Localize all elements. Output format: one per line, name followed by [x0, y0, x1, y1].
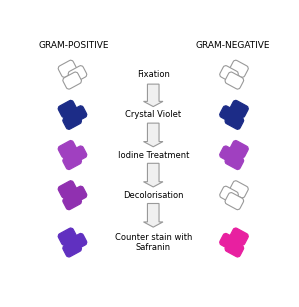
FancyBboxPatch shape: [58, 141, 77, 158]
FancyBboxPatch shape: [220, 186, 238, 203]
Text: GRAM-POSITIVE: GRAM-POSITIVE: [38, 41, 109, 50]
Polygon shape: [144, 204, 163, 227]
FancyBboxPatch shape: [68, 233, 87, 251]
FancyBboxPatch shape: [58, 100, 77, 118]
FancyBboxPatch shape: [230, 181, 248, 198]
FancyBboxPatch shape: [225, 112, 244, 129]
FancyBboxPatch shape: [58, 60, 77, 77]
FancyBboxPatch shape: [68, 106, 87, 123]
FancyBboxPatch shape: [63, 240, 82, 257]
FancyBboxPatch shape: [220, 106, 238, 123]
FancyBboxPatch shape: [58, 228, 77, 245]
FancyBboxPatch shape: [225, 240, 244, 257]
FancyBboxPatch shape: [220, 66, 238, 83]
FancyBboxPatch shape: [68, 186, 87, 203]
FancyBboxPatch shape: [68, 146, 87, 163]
Polygon shape: [144, 84, 163, 107]
FancyBboxPatch shape: [225, 72, 244, 89]
Text: Iodine Treatment: Iodine Treatment: [118, 150, 189, 160]
Polygon shape: [144, 123, 163, 147]
FancyBboxPatch shape: [63, 192, 82, 210]
Text: Decolorisation: Decolorisation: [123, 191, 184, 200]
FancyBboxPatch shape: [230, 100, 248, 118]
FancyBboxPatch shape: [63, 152, 82, 169]
FancyBboxPatch shape: [225, 192, 244, 210]
FancyBboxPatch shape: [225, 152, 244, 169]
FancyBboxPatch shape: [68, 66, 87, 83]
FancyBboxPatch shape: [220, 233, 238, 251]
FancyBboxPatch shape: [220, 146, 238, 163]
FancyBboxPatch shape: [63, 112, 82, 129]
FancyBboxPatch shape: [58, 181, 77, 198]
FancyBboxPatch shape: [230, 141, 248, 158]
FancyBboxPatch shape: [230, 228, 248, 245]
Polygon shape: [144, 163, 163, 187]
Text: GRAM-NEGATIVE: GRAM-NEGATIVE: [196, 41, 270, 50]
Text: Counter stain with
Safranin: Counter stain with Safranin: [115, 233, 192, 252]
FancyBboxPatch shape: [230, 60, 248, 77]
Text: Crystal Violet: Crystal Violet: [125, 110, 181, 119]
FancyBboxPatch shape: [63, 72, 82, 89]
Text: Fixation: Fixation: [137, 70, 170, 79]
